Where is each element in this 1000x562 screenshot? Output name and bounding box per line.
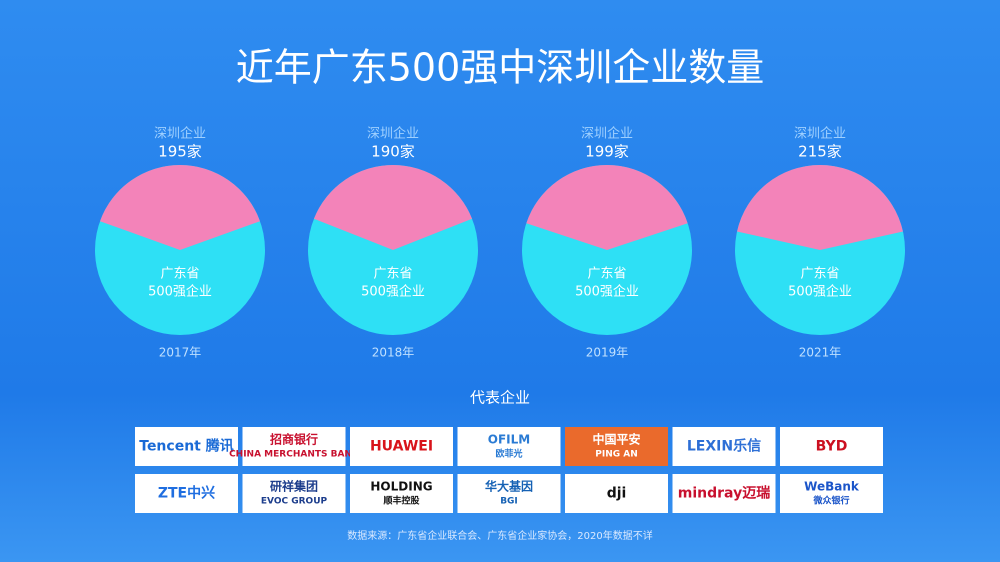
logo-box: [135, 474, 238, 513]
logo-text: mindray迈瑞: [678, 485, 770, 502]
total-label: 500强企业: [575, 284, 639, 300]
total-label: 广东省: [800, 267, 839, 282]
value-label: 195家: [158, 143, 202, 161]
slice-name: 深圳企业: [367, 126, 419, 142]
value-label: 190家: [371, 143, 415, 161]
logo-box: [350, 474, 453, 513]
pie-slice: [100, 165, 260, 250]
logo-box: [457, 427, 561, 466]
logo-box: [242, 474, 346, 513]
value-label: 199家: [585, 143, 629, 161]
logo-text: LEXIN乐信: [687, 438, 761, 455]
year-label: 2017年: [159, 346, 202, 360]
logo-text: 微众银行: [812, 495, 849, 507]
logo-box: [457, 474, 561, 513]
logo-text: 华大基因: [485, 479, 533, 494]
logo-text: 研祥集团: [270, 479, 318, 494]
logo-text: 顺丰控股: [383, 495, 420, 507]
logo-text: dji: [607, 486, 627, 502]
logo-text: BYD: [816, 439, 848, 455]
logo-text: OFILM: [488, 433, 530, 447]
value-label: 215家: [798, 143, 842, 161]
logo-box: [565, 474, 668, 513]
logo-text: 欧菲光: [495, 448, 522, 460]
pie-slice: [737, 164, 903, 250]
logo-text: 招商银行: [270, 432, 318, 447]
pie-slice: [526, 164, 688, 250]
logo-text: ZTE中兴: [158, 485, 215, 502]
year-label: 2019年: [586, 346, 629, 360]
logo-text: BGI: [500, 497, 518, 507]
total-label: 广东省: [160, 267, 199, 282]
slice-name: 深圳企业: [154, 126, 206, 142]
logo-box: [672, 474, 776, 513]
logo-box: [672, 427, 776, 466]
logo-text: WeBank: [804, 480, 860, 494]
logo-text: CHINA MERCHANTS BANK: [229, 450, 360, 460]
total-label: 500强企业: [788, 284, 852, 300]
logo-text: Tencent 腾讯: [139, 438, 233, 455]
logo-text: 中国平安: [592, 432, 640, 447]
logo-text: HOLDING: [370, 480, 432, 494]
section-title: 代表企业: [470, 389, 530, 407]
year-label: 2021年: [799, 346, 842, 360]
total-label: 500强企业: [361, 284, 425, 300]
total-label: 广东省: [587, 267, 626, 282]
total-label: 广东省: [373, 267, 412, 282]
logo-box: [565, 427, 668, 466]
logo-box: [780, 427, 883, 466]
logo-box: [780, 474, 883, 513]
slice-name: 深圳企业: [581, 126, 633, 142]
logo-text: PING AN: [595, 450, 638, 460]
logo-box: [242, 427, 346, 466]
logo-text: HUAWEI: [370, 439, 433, 455]
logo-box: [350, 427, 453, 466]
source: 数据来源：广东省企业联合会、广东省企业家协会，2020年数据不详: [347, 529, 652, 542]
slice-name: 深圳企业: [794, 126, 846, 142]
chart-title: 近年广东500强中深圳企业数量: [236, 46, 765, 90]
pie-slice: [313, 164, 473, 250]
year-label: 2018年: [372, 346, 415, 360]
logo-box: [135, 427, 238, 466]
total-label: 500强企业: [148, 284, 212, 300]
logo-text: EVOC GROUP: [261, 497, 328, 507]
